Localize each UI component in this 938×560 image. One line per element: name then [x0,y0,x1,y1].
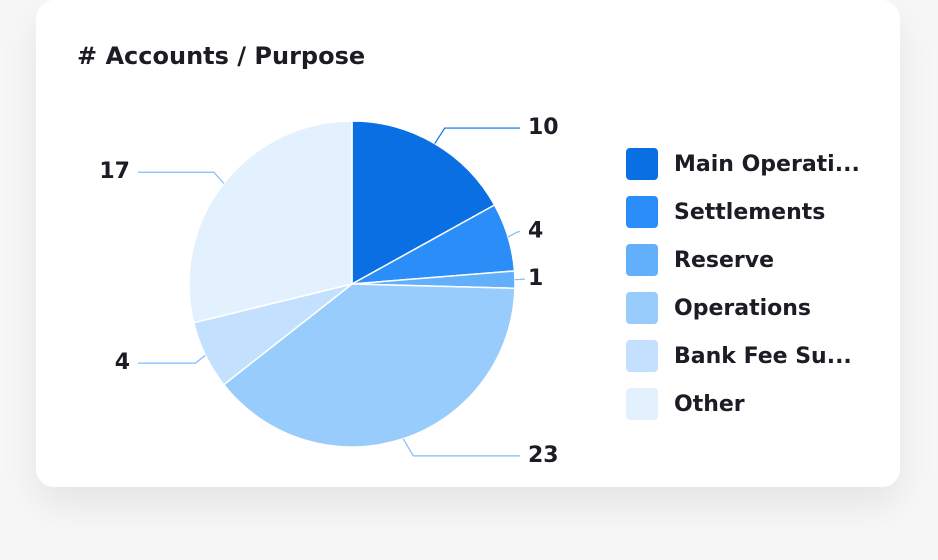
leader-line [434,127,520,144]
data-label: 4 [115,350,130,375]
legend-label: Bank Fee Su... [674,344,852,369]
legend-swatch [626,292,658,324]
data-label: 17 [99,159,130,184]
legend-label: Main Operati... [674,152,860,177]
data-label: 1 [528,266,543,291]
chart-title: # Accounts / Purpose [77,42,365,70]
leader-line [402,438,520,457]
data-label: 4 [528,219,543,244]
data-label: 23 [528,443,559,468]
legend-swatch [626,388,658,420]
leader-line [138,354,206,364]
pie-slice [351,120,496,286]
data-label: 10 [528,115,559,140]
leader-line [138,171,225,184]
legend-swatch [626,340,658,372]
legend-label: Other [674,392,745,417]
legend-swatch [626,244,658,276]
legend-swatch [626,196,658,228]
legend-label: Reserve [674,248,774,273]
legend-label: Operations [674,296,811,321]
pie-slice [188,120,353,324]
legend-label: Settlements [674,200,825,225]
legend-swatch [626,148,658,180]
leader-line [507,231,520,238]
